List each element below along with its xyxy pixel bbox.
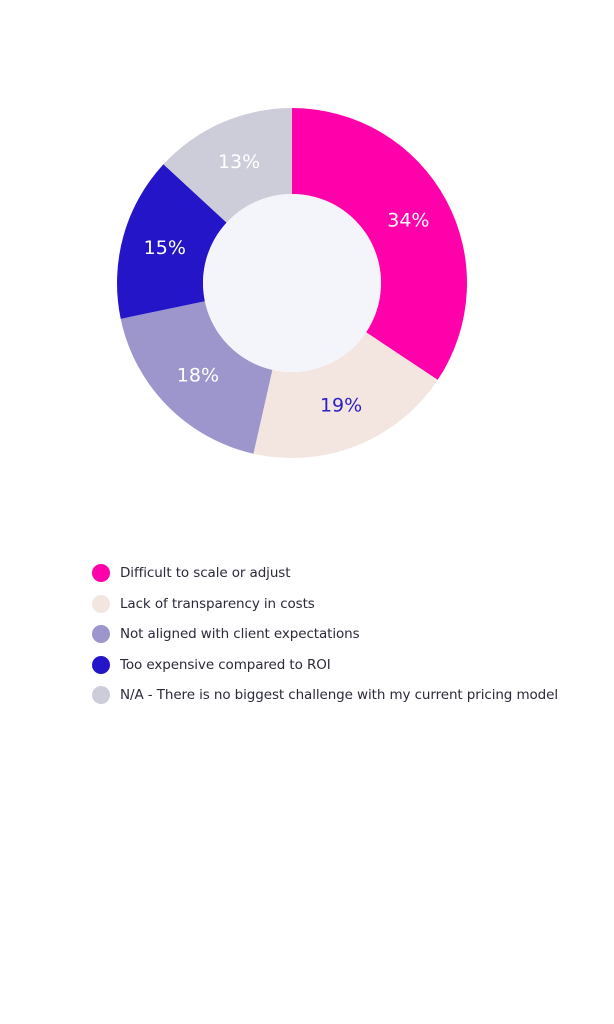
legend-label: Not aligned with client expectations: [120, 626, 360, 643]
legend-item-3: Too expensive compared to ROI: [92, 650, 558, 681]
donut-center: [203, 194, 381, 372]
legend-swatch-icon: [92, 625, 110, 644]
donut-slice-label-1: 19%: [320, 395, 362, 417]
donut-slice-label-2: 18%: [177, 365, 219, 387]
legend-item-0: Difficult to scale or adjust: [92, 558, 558, 589]
legend-item-2: Not aligned with client expectations: [92, 619, 558, 650]
legend-swatch-icon: [92, 594, 110, 613]
donut-slice-label-0: 34%: [387, 210, 429, 232]
legend-swatch-icon: [92, 655, 110, 674]
legend-label: Difficult to scale or adjust: [120, 565, 291, 582]
donut-slice-label-3: 15%: [144, 237, 186, 259]
donut-slice-4: [163, 108, 292, 223]
donut-slice-2: [120, 301, 273, 454]
donut-slice-3: [117, 164, 227, 319]
legend-label: N/A - There is no biggest challenge with…: [120, 687, 558, 704]
donut-slice-0: [292, 108, 467, 380]
donut-chart-area: 34% 19% 18% 15% 13%: [0, 0, 614, 500]
legend-swatch-icon: [92, 686, 110, 705]
legend-label: Too expensive compared to ROI: [120, 656, 331, 673]
donut-slice-label-4: 13%: [218, 151, 260, 173]
legend-swatch-icon: [92, 564, 110, 583]
donut-slice-1: [253, 332, 438, 459]
legend-label: Lack of transparency in costs: [120, 595, 315, 612]
legend-item-4: N/A - There is no biggest challenge with…: [92, 680, 558, 711]
donut-chart: 34% 19% 18% 15% 13%: [117, 108, 467, 459]
legend-item-1: Lack of transparency in costs: [92, 589, 558, 620]
chart-legend: Difficult to scale or adjust Lack of tran…: [92, 558, 558, 711]
